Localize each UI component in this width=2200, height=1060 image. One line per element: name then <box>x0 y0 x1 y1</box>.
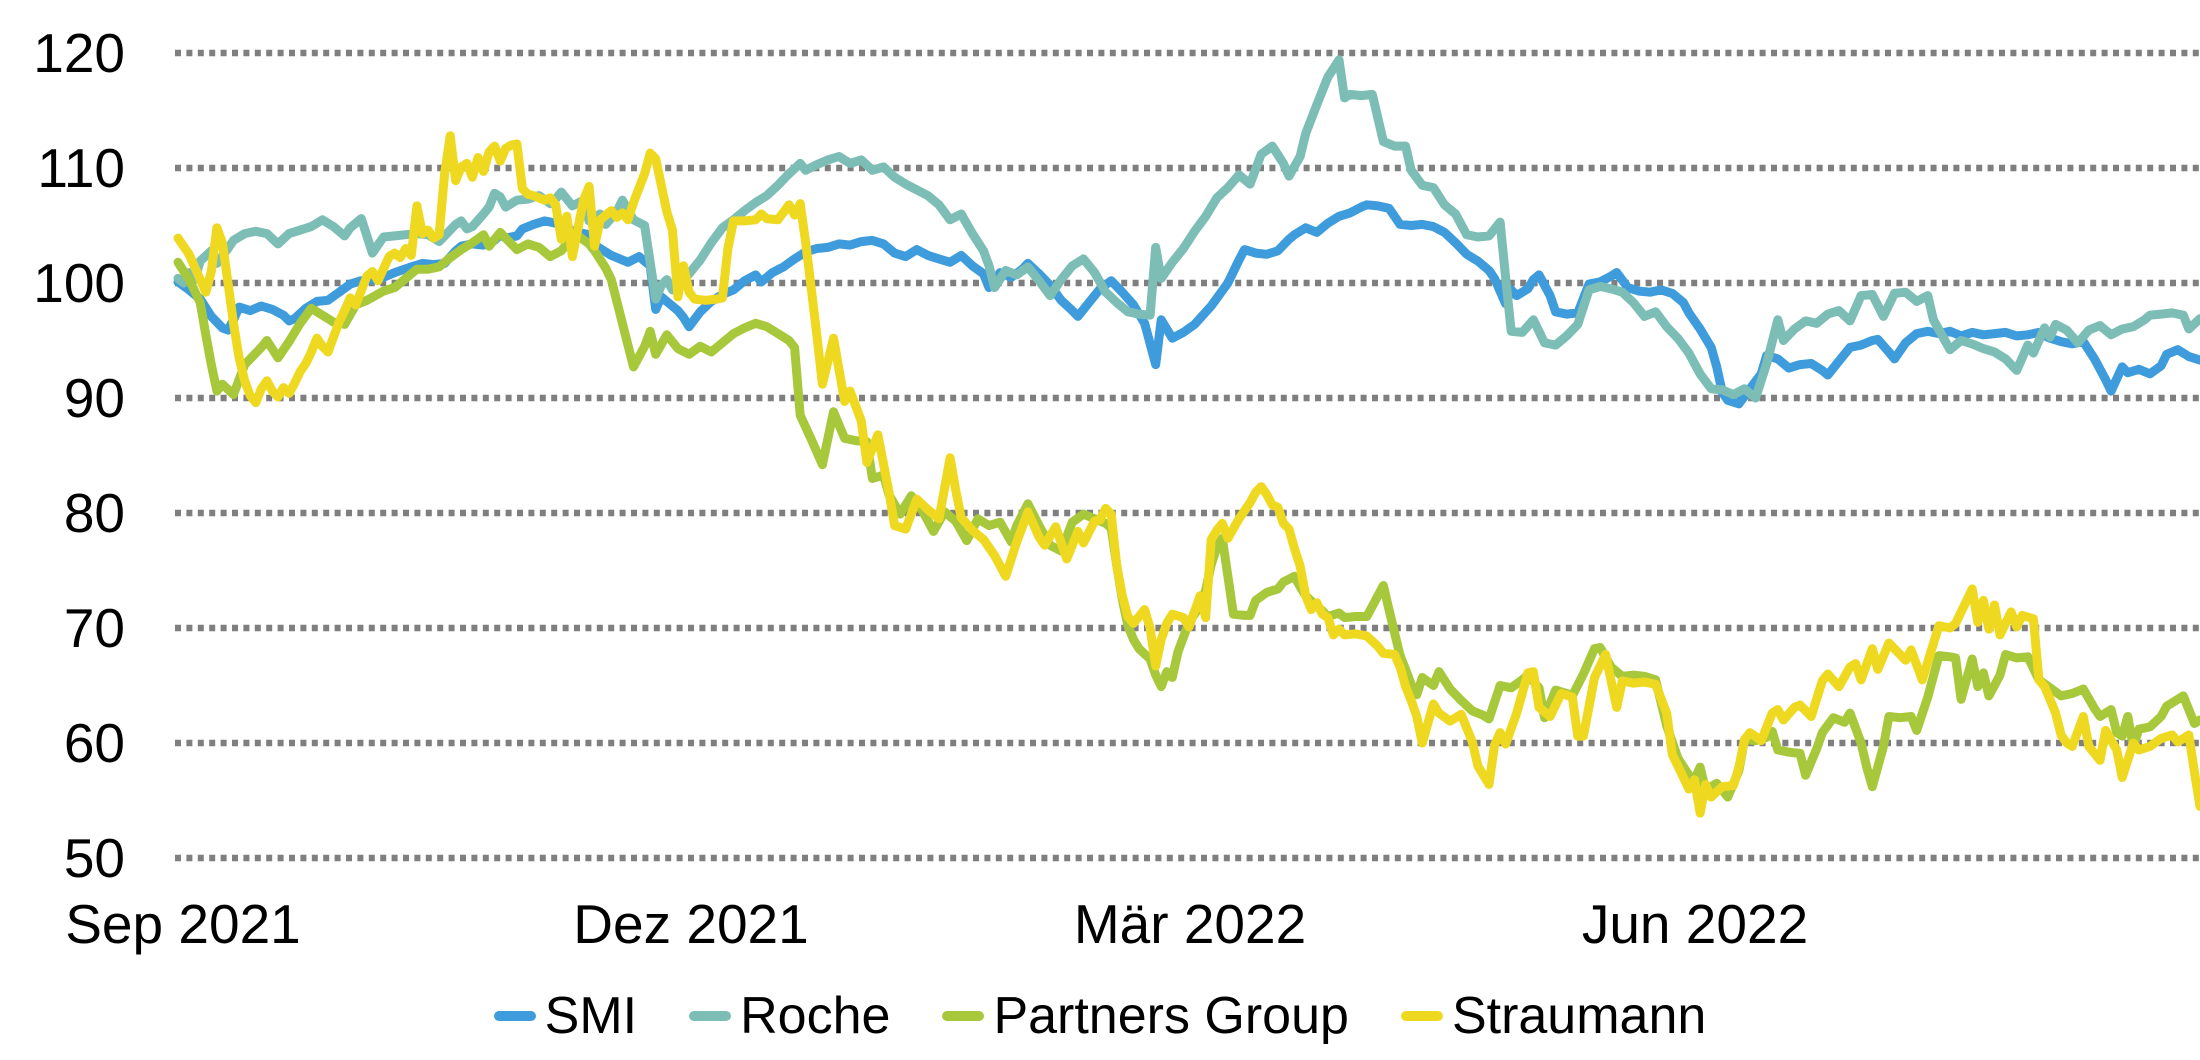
y-axis-label: 80 <box>63 482 125 544</box>
y-axis-label: 90 <box>63 367 125 429</box>
legend-item-partners-group: Partners Group <box>942 988 1349 1044</box>
x-axis-label: Dez 2021 <box>573 893 809 955</box>
y-axis-label: 70 <box>63 597 125 659</box>
legend-marker-straumann <box>1400 1011 1443 1021</box>
legend: SMI Roche Partners Group Straumann <box>0 988 2200 1044</box>
legend-label-smi: SMI <box>544 987 638 1045</box>
legend-item-roche: Roche <box>689 988 890 1044</box>
y-axis-label: 100 <box>33 252 125 314</box>
x-axis-label: Jun 2022 <box>1581 893 1809 955</box>
legend-marker-roche <box>689 1011 732 1021</box>
legend-item-smi: SMI <box>493 987 638 1045</box>
legend-marker-smi <box>493 1011 536 1021</box>
legend-label-straumann: Straumann <box>1451 987 1707 1045</box>
y-axis-label: 120 <box>33 22 125 84</box>
legend-marker-partners-group <box>942 1011 985 1021</box>
y-axis-label: 110 <box>37 137 125 199</box>
legend-label-roche: Roche <box>740 987 891 1045</box>
x-axis-label: Sep 2021 <box>65 893 301 955</box>
x-axis-label: Mär 2022 <box>1073 893 1307 955</box>
legend-item-straumann: Straumann <box>1400 987 1707 1045</box>
legend-label-partners-group: Partners Group <box>993 987 1349 1045</box>
y-axis-label: 50 <box>63 827 125 889</box>
y-axis-label: 60 <box>63 712 125 774</box>
